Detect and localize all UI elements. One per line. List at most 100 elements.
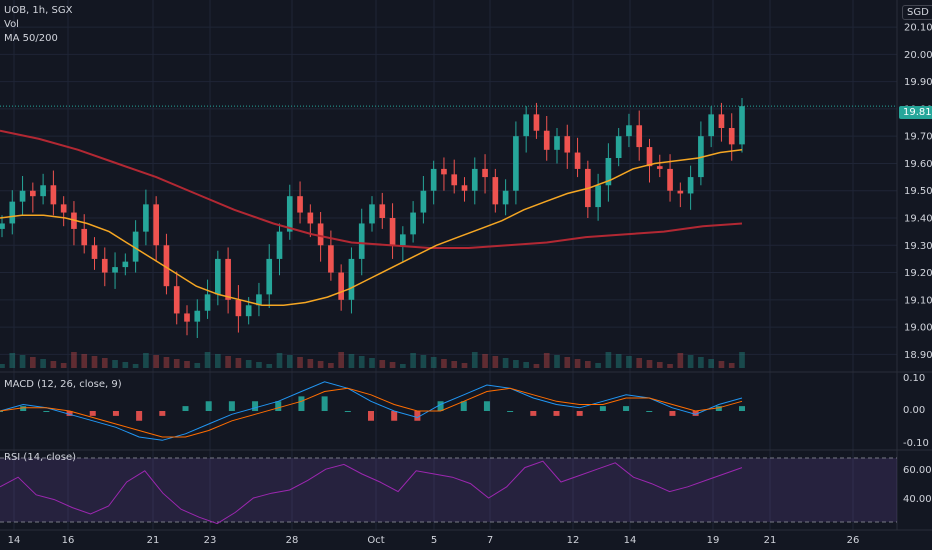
macd-histogram-bar — [692, 411, 699, 416]
candle-down — [389, 218, 396, 246]
currency-button[interactable]: SGD — [902, 5, 932, 20]
volume-bar — [0, 364, 5, 368]
volume-bar — [297, 357, 303, 368]
candle-up — [420, 190, 427, 213]
candle-down — [636, 125, 643, 148]
volume-bar — [369, 358, 375, 368]
macd-histogram-bar — [739, 406, 745, 411]
volume-bar — [9, 353, 16, 368]
rsi-band — [0, 458, 897, 522]
candle-up — [739, 106, 745, 145]
candle-up — [595, 185, 601, 208]
macd-histogram-bar — [159, 411, 166, 416]
macd-histogram-bar — [321, 396, 328, 411]
volume-bar — [358, 356, 365, 368]
x-tick-label: 16 — [62, 535, 75, 546]
candle-down — [338, 272, 344, 300]
x-tick-label: 28 — [286, 535, 299, 546]
candle-up — [687, 177, 694, 194]
x-tick-label: 21 — [764, 535, 777, 546]
macd-histogram-bar — [43, 411, 50, 412]
candle-down — [728, 128, 735, 145]
volume-bar — [235, 358, 242, 368]
candle-down — [91, 245, 98, 259]
macd-histogram-bar — [460, 401, 467, 411]
candle-down — [101, 258, 108, 273]
candle-up — [400, 234, 406, 246]
x-tick-label: 7 — [487, 535, 493, 546]
candle-down — [718, 114, 725, 128]
candle-up — [369, 204, 375, 224]
candle-down — [564, 136, 571, 153]
volume-bar — [564, 357, 571, 368]
volume-bar — [112, 360, 118, 368]
candle-down — [225, 258, 231, 300]
candle-down — [173, 286, 180, 314]
volume-bar — [256, 362, 262, 368]
macd-line — [0, 381, 743, 441]
x-tick-label: 14 — [624, 535, 637, 546]
y-tick-label: 18.90 — [904, 350, 932, 361]
ma200-line — [0, 129, 743, 249]
volume-bar — [389, 362, 396, 368]
candle-down — [379, 204, 386, 218]
volume-bar — [646, 360, 653, 368]
macd-histogram-bar — [205, 401, 212, 411]
candle-down — [328, 245, 334, 273]
candle-up — [19, 190, 26, 202]
macd-histogram-bar — [298, 396, 305, 411]
volume-bar — [461, 363, 468, 368]
volume-bar — [667, 364, 673, 368]
volume-bar — [410, 353, 416, 368]
candle-up — [204, 294, 211, 311]
y-tick-label: 19.30 — [904, 241, 932, 252]
volume-bar — [636, 358, 643, 368]
candle-up — [143, 204, 149, 232]
volume-bar — [245, 360, 252, 368]
x-tick-label: 19 — [707, 535, 720, 546]
macd-histogram-bar — [368, 411, 374, 421]
macd-histogram-bar — [0, 411, 3, 412]
macd-histogram-bar — [228, 401, 235, 411]
y-tick-label: 19.60 — [904, 159, 932, 170]
rsi-line — [0, 460, 743, 525]
candle-down — [482, 168, 488, 178]
macd-histogram-bar — [252, 401, 259, 411]
macd-histogram-bar — [344, 411, 351, 412]
volume-bar — [492, 356, 499, 368]
macd-tick-label: 0.00 — [903, 405, 926, 416]
candle-down — [297, 196, 303, 213]
volume-bar — [574, 359, 581, 368]
x-tick-label: 26 — [847, 535, 860, 546]
macd-histogram-bar — [89, 411, 96, 416]
volume-bar — [71, 352, 77, 368]
candle-down — [30, 190, 36, 197]
volume-bar — [225, 356, 231, 368]
volume-bar — [194, 363, 201, 368]
candle-up — [245, 305, 252, 317]
candle-up — [9, 201, 16, 224]
macd-histogram-bar — [715, 406, 722, 411]
candle-down — [153, 204, 159, 246]
x-tick-label: 21 — [147, 535, 160, 546]
x-tick-label: 12 — [567, 535, 580, 546]
macd-histogram-bar — [66, 411, 73, 416]
macd-histogram-bar — [20, 406, 27, 411]
candle-up — [348, 258, 355, 300]
volume-bar — [163, 357, 170, 368]
volume-bar — [50, 361, 57, 368]
signal-line — [0, 387, 743, 438]
macd-histogram-bar — [646, 411, 653, 412]
y-tick-label: 20.00 — [904, 50, 932, 61]
candle-down — [677, 190, 684, 194]
volume-bar — [215, 354, 221, 368]
candle-down — [235, 299, 242, 317]
macd-histogram-bar — [553, 411, 560, 416]
y-tick-label: 19.90 — [904, 77, 932, 88]
candle-up — [513, 136, 519, 191]
volume-bar — [40, 359, 46, 368]
ma50-line — [0, 149, 743, 307]
rsi-tick-label: 60.00 — [903, 465, 932, 476]
macd-histogram-bar — [576, 411, 583, 416]
